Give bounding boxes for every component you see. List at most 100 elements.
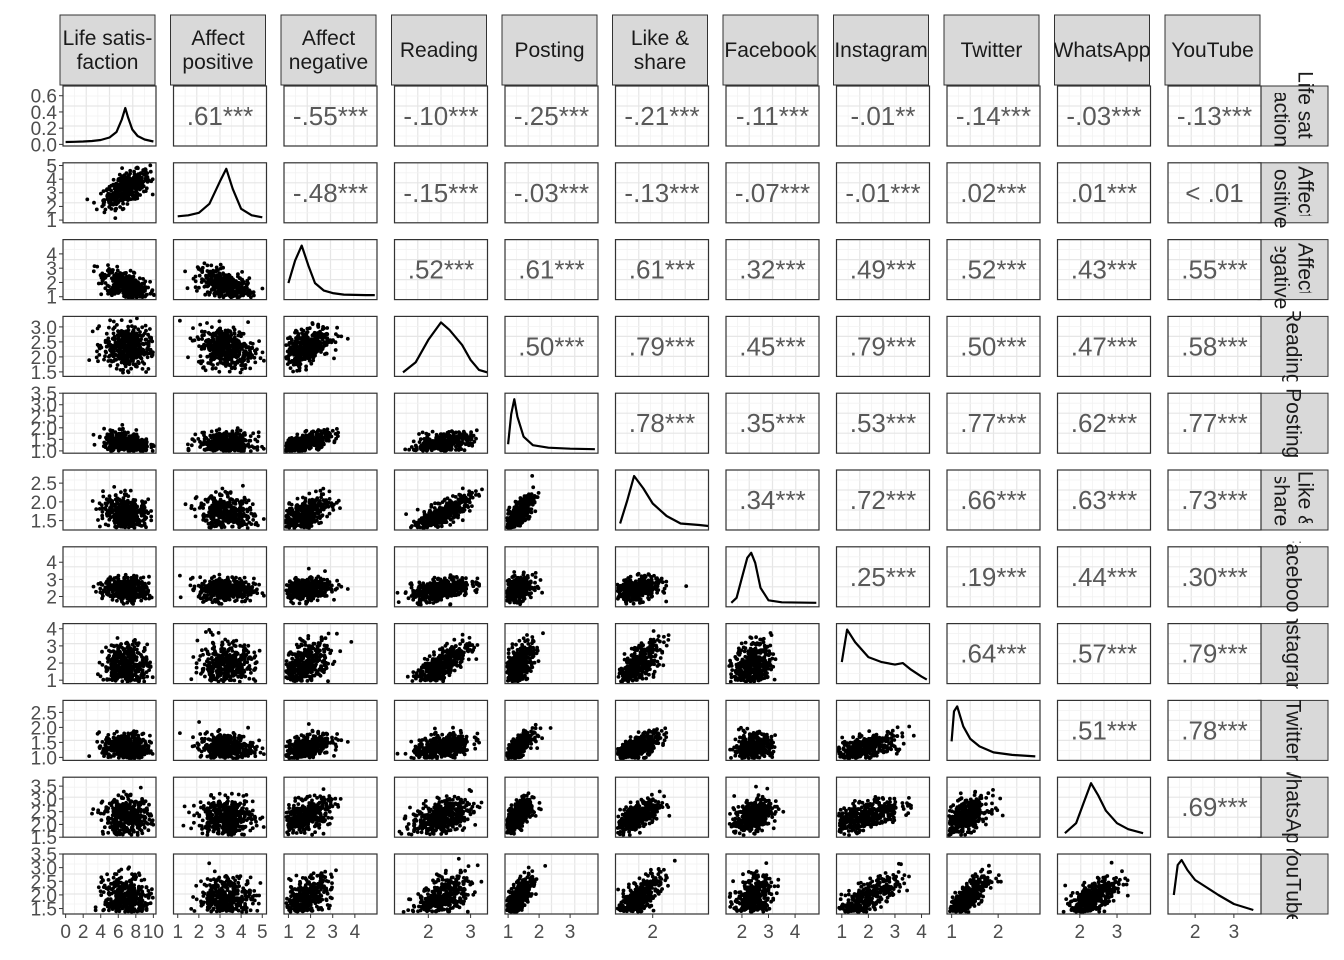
data-point [220,344,225,348]
data-point [116,505,121,510]
data-point [411,439,416,444]
data-point [128,488,133,493]
correlation-label: -.13*** [1177,101,1252,131]
panel-0-3: -.10*** [393,85,489,147]
data-point [193,432,198,437]
data-point [288,366,293,370]
data-point [216,268,220,272]
panel-1-5: -.13*** [614,162,710,224]
data-point [129,354,133,359]
data-point [333,348,338,352]
data-point [142,361,147,366]
data-point [140,351,145,356]
data-point [336,334,341,339]
right-strip-label: YouTube [1282,843,1305,926]
data-point [211,333,215,338]
data-point [185,286,190,291]
panel-border [614,315,710,377]
data-point [212,293,217,298]
data-point [238,359,243,363]
data-point [195,289,199,293]
data-point [115,268,120,273]
data-point [325,427,330,432]
top-strip-label: Reading [400,39,478,62]
data-point [202,333,206,337]
data-point [100,271,105,276]
density-curve [65,106,154,144]
panel-1-1 [172,162,268,224]
data-point [208,525,213,530]
correlation-label: .78*** [629,408,696,438]
data-point [193,514,198,519]
data-point [126,180,131,185]
data-point [145,351,150,356]
top-strip-6: Facebook [722,14,819,86]
data-point [248,434,253,438]
data-point [183,269,188,274]
data-point [313,346,318,351]
top-strip-label: Like & [631,27,689,50]
data-point [295,432,300,437]
correlation-label: .55*** [1181,255,1248,285]
data-point [115,191,119,196]
data-point [233,338,238,342]
data-point [320,333,324,338]
data-point [238,428,243,433]
scatter-points [183,261,265,300]
data-point [119,329,124,333]
data-point [217,273,222,278]
data-point [141,277,146,281]
data-point [345,336,350,341]
data-point [430,429,435,434]
data-point [131,197,135,201]
data-point [289,351,294,356]
data-point [198,354,203,359]
correlation-label: .35*** [739,408,806,438]
data-point [226,494,230,499]
data-point [238,508,243,512]
data-point [126,275,130,280]
data-point [127,359,132,364]
data-point [115,323,119,327]
data-point [142,189,146,194]
data-point [462,448,467,453]
right-strip-label: Instagram [1282,607,1305,700]
data-point [144,370,149,374]
data-point [125,520,130,524]
data-point [236,517,241,521]
data-point [113,524,117,529]
data-point [143,323,148,328]
data-point [122,512,127,517]
data-point [144,525,148,530]
data-point [249,352,253,357]
data-point [217,286,222,291]
data-point [208,290,212,295]
top-strip-label: faction [77,51,139,74]
data-point [109,188,113,193]
data-point [103,506,108,510]
data-point [146,341,151,346]
data-point [134,355,139,360]
panel-border [172,85,268,147]
right-strip-8: Twitter [1257,699,1329,761]
data-point [218,344,222,348]
data-point [325,326,330,330]
data-point [219,446,223,450]
correlation-label: .50*** [518,331,585,361]
data-point [256,434,261,439]
data-point [454,448,458,452]
data-point [92,200,96,205]
data-point [459,447,464,451]
data-point [303,332,307,337]
data-point [101,189,106,194]
data-point [240,347,244,351]
data-point [128,284,133,289]
data-point [124,281,129,286]
right-strip-label: Reading [1282,307,1305,385]
right-strip-label: faction [1270,85,1293,147]
data-point [240,282,245,286]
data-point [247,276,252,280]
data-point [116,329,121,334]
data-point [434,432,439,437]
data-point [191,276,196,281]
